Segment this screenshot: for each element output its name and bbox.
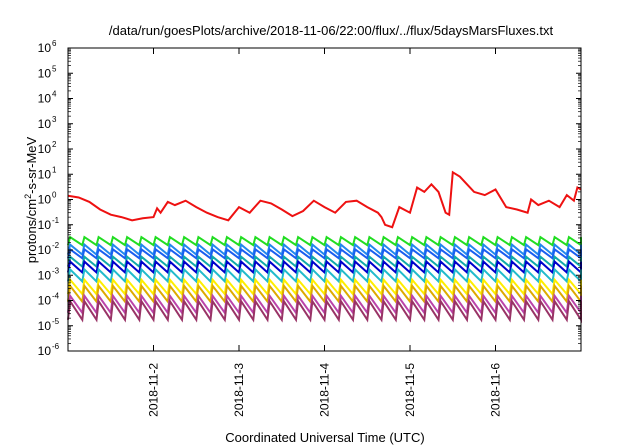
y-tick-exponent: 6: [52, 39, 57, 48]
x-tick-label: 2018-11-5: [403, 363, 417, 417]
y-tick-label: 10: [38, 167, 52, 181]
series-line-1: [67, 170, 582, 229]
y-axis-label-suffix: -s-sr-MeV: [24, 136, 39, 193]
y-tick-label: 10: [38, 294, 52, 308]
y-tick-label: 10: [38, 41, 52, 55]
y-tick-exponent: -5: [52, 317, 60, 326]
y-tick-label: 10: [38, 66, 52, 80]
y-tick-label: 10: [38, 218, 52, 232]
y-tick-label: 10: [38, 92, 52, 106]
series-line-2: [67, 235, 582, 247]
series-line-7: [67, 267, 582, 284]
y-tick-exponent: -3: [52, 266, 60, 275]
series-line-9: [67, 283, 582, 305]
x-axis: 2018-11-2 2018-11-3 2018-11-4 2018-11-5 2018…: [147, 48, 503, 417]
chart-title: /data/run/goesPlots/archive/2018-11-06/2…: [109, 23, 554, 38]
y-tick-label: 10: [38, 344, 52, 358]
y-tick-exponent: 0: [52, 191, 57, 200]
x-tick-label: 2018-11-6: [489, 363, 503, 417]
series-line-5: [67, 254, 582, 269]
y-tick-label: 10: [38, 193, 52, 207]
series-line-4: [67, 247, 582, 261]
y-axis: 10 -610 -510 -410 -310 -210 -110 010 110 210 310 41…: [38, 39, 581, 358]
series-layer: [67, 170, 582, 324]
y-tick-exponent: 4: [52, 90, 57, 99]
x-axis-label: Coordinated Universal Time (UTC): [225, 430, 424, 445]
y-tick-exponent: 2: [52, 140, 57, 149]
x-tick-label: 2018-11-3: [232, 363, 246, 417]
series-line-6: [67, 259, 582, 275]
y-axis-label-exponent: 2: [23, 194, 33, 199]
y-tick-exponent: 1: [52, 165, 57, 174]
y-tick-exponent: 5: [52, 64, 57, 73]
series-line-11: [67, 298, 582, 324]
y-tick-exponent: -6: [52, 342, 60, 351]
y-tick-exponent: -4: [52, 292, 60, 301]
y-tick-exponent: -1: [52, 216, 60, 225]
y-tick-exponent: 3: [52, 115, 57, 124]
y-tick-label: 10: [38, 243, 52, 257]
y-tick-label: 10: [38, 117, 52, 131]
y-tick-label: 10: [38, 319, 52, 333]
x-tick-label: 2018-11-4: [318, 363, 332, 417]
y-tick-label: 10: [38, 142, 52, 156]
y-axis-label-prefix: protons/cm: [24, 199, 39, 263]
x-tick-label: 2018-11-2: [147, 363, 161, 417]
y-axis-label: protons/cm2-s-sr-MeV: [23, 136, 39, 263]
y-tick-exponent: -2: [52, 241, 60, 250]
y-tick-label: 10: [38, 268, 52, 282]
